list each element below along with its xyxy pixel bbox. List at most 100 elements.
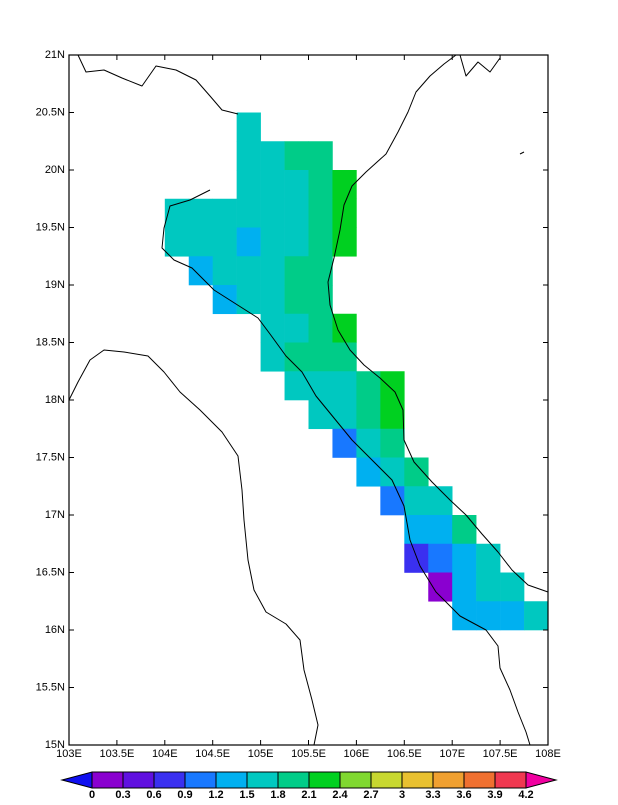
grid-cell xyxy=(476,601,501,631)
grid-cell xyxy=(284,198,309,228)
grid-cell xyxy=(236,198,261,228)
colorbar-label: 0.6 xyxy=(146,789,161,800)
grid-cell xyxy=(308,227,333,257)
y-tick-label: 18N xyxy=(45,394,65,406)
y-tick-label: 16.5N xyxy=(36,566,65,578)
grid-cells xyxy=(164,112,549,631)
grid-cell xyxy=(212,198,237,228)
grid-cell xyxy=(284,256,309,286)
y-tick-label: 20N xyxy=(45,164,65,176)
grid-cell xyxy=(212,285,237,315)
grid-cell xyxy=(500,601,525,631)
colorbar-label: 2.7 xyxy=(363,789,378,800)
colorbar-label: 0.9 xyxy=(177,789,192,800)
grid-cell xyxy=(308,400,333,430)
y-tick-label: 19.5N xyxy=(36,221,65,233)
grid-cell xyxy=(476,572,501,602)
coastline xyxy=(327,54,549,593)
colorbar: 0 0.3 0.6 0.9 1.2 1.5 1.8 2.1 2.4 2.7 3 3.3 3.6 3.9 4.… xyxy=(60,771,558,801)
grid-cell xyxy=(260,256,285,286)
colorbar-box xyxy=(122,771,155,789)
y-tick-label: 15.5N xyxy=(36,681,65,693)
x-tick-label: 104.5E xyxy=(195,748,230,760)
grid-cell xyxy=(212,227,237,257)
grid-cell xyxy=(500,572,525,602)
grid-cell xyxy=(260,342,285,372)
grid-cell xyxy=(188,198,213,228)
colorbar-label: 3 xyxy=(399,789,405,800)
colorbar-label: 4.2 xyxy=(518,789,533,800)
grid-cell xyxy=(476,543,501,573)
y-tick-label: 20.5N xyxy=(36,106,65,118)
colorbar-box xyxy=(153,771,186,789)
grid-cell xyxy=(260,227,285,257)
colorbar-over xyxy=(525,771,558,789)
colorbar-label: 1.8 xyxy=(270,789,285,800)
grid-cell xyxy=(164,227,190,257)
axes: 103E 103.5E 104E 104.5E 105E 105.5E 106E 106.5E… xyxy=(36,49,561,760)
grid-cell xyxy=(356,457,381,487)
grid-cell xyxy=(332,170,357,200)
colorbar-box xyxy=(432,771,465,789)
y-tick-label: 21N xyxy=(45,49,65,61)
x-tick-label: 107.5E xyxy=(483,748,518,760)
grid-cell xyxy=(284,371,309,401)
grid-cell xyxy=(356,371,381,401)
colorbar-box xyxy=(463,771,496,789)
grid-cell xyxy=(260,198,285,228)
grid-cell xyxy=(404,543,429,573)
grid-cell xyxy=(452,572,477,602)
grid-cell xyxy=(188,227,213,257)
grid-cell xyxy=(428,515,453,545)
grid-cell xyxy=(308,342,333,372)
border xyxy=(68,349,319,746)
colorbar-label: 0 xyxy=(89,789,95,800)
grid-cell xyxy=(308,313,333,343)
grid-cell xyxy=(308,170,333,200)
y-tick-label: 17N xyxy=(45,509,65,521)
colorbar-box xyxy=(277,771,310,789)
y-tick-label: 19N xyxy=(45,279,65,291)
colorbar-label: 1.2 xyxy=(208,789,223,800)
grid-cell xyxy=(452,543,477,573)
grid-cell xyxy=(284,313,309,343)
colorbar-label: 1.5 xyxy=(239,789,254,800)
x-tick-label: 105.5E xyxy=(291,748,326,760)
x-tick-label: 106.5E xyxy=(387,748,422,760)
grid-cell xyxy=(284,285,309,315)
colorbar-box xyxy=(308,771,341,789)
colorbar-box xyxy=(401,771,434,789)
colorbar-label: 3.3 xyxy=(425,789,440,800)
grid-cell xyxy=(332,227,357,257)
grid-cell xyxy=(212,256,237,286)
grid-cell xyxy=(284,227,309,257)
boundaries xyxy=(68,54,549,746)
x-tick-label: 103E xyxy=(56,748,82,760)
grid-cell xyxy=(332,313,357,343)
x-tick-label: 107E xyxy=(439,748,465,760)
grid-cell xyxy=(380,486,405,516)
y-tick-label: 15N xyxy=(45,739,65,751)
grid-cell xyxy=(356,428,381,458)
coastline xyxy=(459,54,525,155)
colorbar-box xyxy=(339,771,372,789)
y-tick-label: 16N xyxy=(45,624,65,636)
grid-cell xyxy=(308,141,333,171)
grid-cell xyxy=(236,227,261,257)
grid-cell xyxy=(404,457,429,487)
grid-cell xyxy=(428,486,453,516)
grid-cell xyxy=(260,141,285,171)
colorbar-box xyxy=(494,771,527,789)
colorbar-label: 2.4 xyxy=(332,789,348,800)
grid-cell xyxy=(236,256,261,286)
grid-cell xyxy=(380,371,405,401)
x-tick-label: 108E xyxy=(535,748,561,760)
grid-cell xyxy=(236,170,261,200)
colorbar-label: 0.3 xyxy=(115,789,130,800)
colorbar-box xyxy=(370,771,403,789)
grid-cell xyxy=(308,198,333,228)
grid-cell xyxy=(236,141,261,171)
grid-cell xyxy=(356,400,381,430)
grid-cell xyxy=(284,141,309,171)
